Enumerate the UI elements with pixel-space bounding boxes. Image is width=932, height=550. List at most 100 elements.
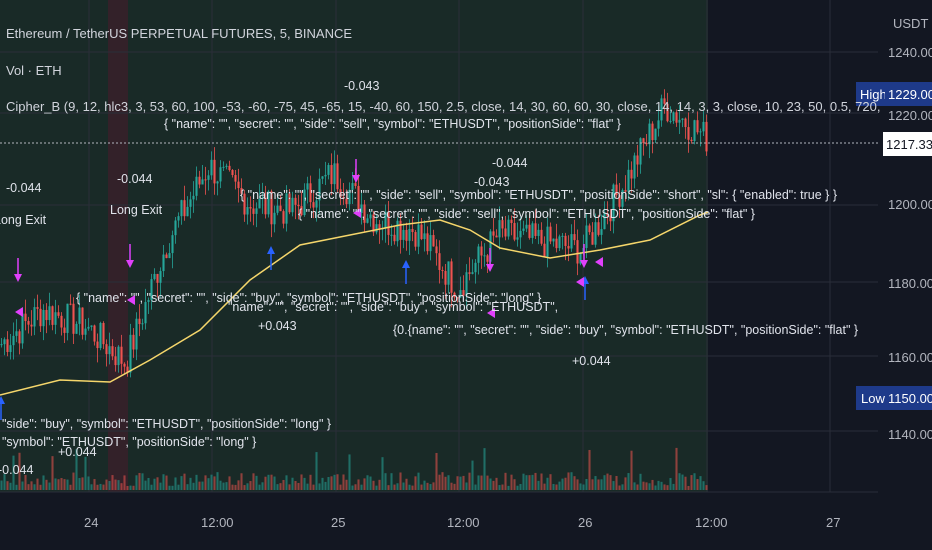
price-axis[interactable]: USDT 1240.00 1220.00 1200.00 1180.00 116… bbox=[856, 0, 932, 550]
volume-bar bbox=[144, 480, 147, 490]
annotation-json: "side": "buy", "symbol": "ETHUSDT", "pos… bbox=[2, 417, 331, 431]
candle-body bbox=[576, 240, 579, 264]
volume-bar bbox=[21, 481, 24, 490]
volume-bar bbox=[378, 479, 381, 490]
volume-bar bbox=[132, 485, 135, 490]
volume-bar bbox=[90, 484, 93, 490]
volume-bar bbox=[633, 482, 636, 490]
volume-bar bbox=[372, 480, 375, 490]
volume-bar bbox=[627, 473, 630, 490]
candle-body bbox=[342, 196, 345, 199]
candle-body bbox=[117, 346, 120, 366]
volume-bar bbox=[522, 473, 525, 490]
volume-bar bbox=[543, 483, 546, 490]
volume-bar bbox=[186, 484, 189, 490]
candle-body bbox=[237, 181, 240, 189]
volume-bar bbox=[696, 479, 699, 490]
candle-body bbox=[252, 208, 255, 214]
volume-bar bbox=[249, 481, 252, 490]
volume-bar bbox=[255, 475, 258, 490]
candle-body bbox=[441, 269, 444, 271]
session-backgrounds bbox=[0, 0, 708, 492]
annotation-json: { "name": "", "secret": "", "side": "sel… bbox=[164, 117, 621, 131]
candle-body bbox=[18, 331, 21, 344]
candle-body bbox=[246, 207, 249, 215]
candle-body bbox=[354, 183, 357, 186]
volume-bar bbox=[384, 473, 387, 490]
candle-body bbox=[201, 179, 204, 185]
candle-body bbox=[207, 175, 210, 180]
volume-bar bbox=[423, 480, 426, 490]
cipher-indicator-label[interactable]: Cipher_B (9, 12, hlc3, 3, 53, 60, 100, -… bbox=[6, 99, 882, 114]
candle-body bbox=[435, 246, 438, 254]
candle-body bbox=[414, 232, 417, 247]
candle-body bbox=[225, 165, 228, 167]
volume-bar bbox=[507, 485, 510, 490]
volume-bar bbox=[450, 482, 453, 490]
volume-bar bbox=[690, 475, 693, 490]
volume-bar bbox=[528, 475, 531, 490]
volume-bar bbox=[678, 473, 681, 490]
volume-bar bbox=[264, 476, 267, 490]
high-label: High bbox=[860, 87, 887, 102]
time-axis[interactable]: 24 12:00 25 12:00 26 12:00 27 bbox=[0, 491, 878, 530]
candle-body bbox=[300, 206, 303, 216]
volume-bar bbox=[42, 475, 45, 490]
volume-bar bbox=[606, 473, 609, 490]
volume-bar bbox=[207, 478, 210, 490]
volume-bar bbox=[174, 477, 177, 490]
symbol-title[interactable]: Ethereum / TetherUS PERPETUAL FUTURES, 5… bbox=[6, 26, 353, 41]
candle-body bbox=[294, 197, 297, 205]
volume-bar bbox=[573, 476, 576, 490]
volume-bar bbox=[675, 447, 678, 490]
candle-body bbox=[504, 228, 507, 237]
candle-body bbox=[198, 176, 201, 185]
candle-body bbox=[186, 206, 189, 217]
candle-body bbox=[6, 339, 9, 353]
candle-body bbox=[477, 246, 480, 263]
candle-body bbox=[468, 272, 471, 274]
candle-body bbox=[123, 363, 126, 367]
volume-bar bbox=[336, 474, 339, 490]
annotation-json: "symbol": "ETHUSDT", "positionSide": "lo… bbox=[2, 435, 256, 449]
candle-body bbox=[234, 175, 237, 182]
volume-bar bbox=[261, 482, 264, 490]
volume-bar bbox=[402, 482, 405, 490]
candle-body bbox=[138, 318, 141, 325]
volume-bar bbox=[660, 481, 663, 490]
candle-body bbox=[249, 207, 252, 209]
low-value: 1150.00 bbox=[888, 391, 932, 406]
candle-body bbox=[144, 301, 147, 324]
candle-body bbox=[405, 229, 408, 241]
candle-body bbox=[516, 237, 519, 240]
candle-body bbox=[327, 165, 330, 175]
volume-indicator-label[interactable]: Vol · ETH bbox=[6, 63, 62, 78]
candle-body bbox=[321, 176, 324, 179]
candle-body bbox=[513, 223, 516, 240]
candle-body bbox=[171, 235, 174, 254]
candle-body bbox=[447, 261, 450, 285]
volume-bar bbox=[237, 480, 240, 490]
candle-body bbox=[279, 205, 282, 212]
volume-bar bbox=[348, 454, 351, 490]
candle-body bbox=[450, 261, 453, 293]
volume-bar bbox=[549, 474, 552, 490]
candle-body bbox=[480, 246, 483, 256]
volume-bar bbox=[396, 483, 399, 490]
volume-bar bbox=[669, 478, 672, 490]
volume-bar bbox=[612, 481, 615, 490]
chart-grid bbox=[0, 0, 878, 492]
candle-body bbox=[162, 254, 165, 272]
candle-body bbox=[489, 231, 492, 262]
candle-body bbox=[372, 214, 375, 233]
volume-bar bbox=[51, 456, 54, 490]
volume-bar bbox=[216, 472, 219, 490]
candle-body bbox=[243, 193, 246, 215]
volume-bar bbox=[105, 479, 108, 490]
candle-body bbox=[573, 234, 576, 241]
volume-bar bbox=[444, 476, 447, 490]
time-tick: 27 bbox=[826, 515, 840, 530]
volume-bar bbox=[579, 483, 582, 490]
candle-body bbox=[501, 220, 504, 229]
